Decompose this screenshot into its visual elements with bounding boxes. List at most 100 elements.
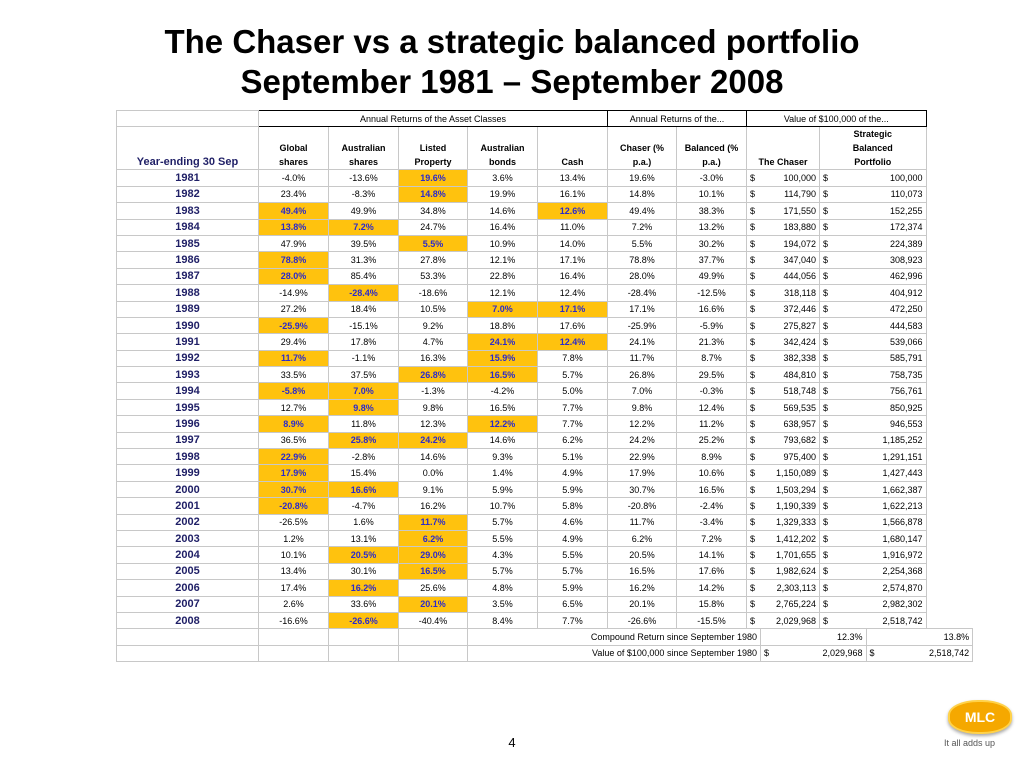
currency-cell: $ [819,284,867,302]
currency-cell: $ [819,366,867,384]
return-cell-chaser: 14.8% [607,185,677,204]
return-cell-chaser: 19.6% [607,169,677,187]
header-line: Australian [341,143,386,154]
compound-return-label: Compound Return since September 1980 [467,628,761,646]
return-cell-bonds: 12.2% [467,415,538,433]
return-cell-chaser: 49.4% [607,202,677,220]
header-line: Property [414,157,452,168]
return-cell-cash: 14.0% [537,234,608,253]
return-cell-prop: 24.2% [398,431,468,450]
return-cell-global: 29.4% [258,333,329,351]
value-cell-chaser: 1,150,089 [760,464,820,482]
return-cell-chaser: 5.5% [607,234,677,253]
return-cell-prop: 14.8% [398,185,468,204]
return-cell-global: 47.9% [258,234,329,253]
return-cell-bonds: 16.4% [467,218,538,236]
currency-cell: $ [819,398,867,417]
table-row: 1993 33.5% 37.5% 26.8% 16.5% 5.7% 26.8% 29.5% $4… [116,366,973,384]
currency-cell: $ [819,202,867,220]
return-cell-global: 49.4% [258,202,329,220]
return-cell-chaser: -26.6% [607,611,677,630]
currency-cell: $ [746,497,761,515]
return-cell-bonds: 9.3% [467,448,538,466]
group-header-row: Annual Returns of the Asset Classes Annua… [116,109,973,128]
page-number: 4 [508,735,516,750]
return-cell-cash: 5.1% [537,448,608,466]
return-cell-cash: 12.4% [537,284,608,302]
currency-cell: $ [819,595,867,613]
return-cell-chaser: 6.2% [607,529,677,548]
return-cell-aus: 30.1% [328,562,399,581]
return-cell-bonds: 3.5% [467,595,538,613]
value-cell-chaser: 171,550 [760,202,820,220]
return-cell-aus: 1.6% [328,513,399,531]
return-cell-aus: 16.6% [328,480,399,499]
currency-cell: $ [746,546,761,564]
return-cell-bonds: 14.6% [467,431,538,450]
return-cell-prop: 25.6% [398,579,468,597]
value-cell-chaser: 638,957 [760,415,820,433]
return-cell-bonds: 5.7% [467,513,538,531]
return-cell-balanced: 30.2% [676,234,747,253]
return-cell-global: 33.5% [258,366,329,384]
return-cell-aus: 15.4% [328,464,399,482]
currency-cell: $ [746,579,761,597]
return-cell-aus: 33.6% [328,595,399,613]
return-cell-chaser: 24.2% [607,431,677,450]
value-cell-balanced: 2,518,742 [866,611,927,630]
value-cell-balanced: 1,185,252 [866,431,927,450]
return-cell-bonds: 16.5% [467,366,538,384]
currency-cell: $ [819,415,867,433]
return-cell-global: 78.8% [258,251,329,269]
table-row: 2003 1.2% 13.1% 6.2% 5.5% 4.9% 6.2% 7.2% $1,412,… [116,529,973,548]
logo-tagline: It all adds up [944,738,996,748]
currency-cell: $ [746,611,761,630]
logo-brand: MLC [964,709,996,725]
currency-cell: $ [746,284,761,302]
return-cell-global: 23.4% [258,185,329,204]
return-cell-global: -14.9% [258,284,329,302]
value-cell-chaser: 100,000 [760,169,820,187]
return-cell-cash: 4.6% [537,513,608,531]
table-row: 1982 23.4% -8.3% 14.8% 19.9% 16.1% 14.8% 10.1% $… [116,185,973,204]
return-cell-prop: 9.1% [398,480,468,499]
currency-cell: $ [746,316,761,335]
value-cell-balanced: 756,761 [866,382,927,400]
table-row: 1991 29.4% 17.8% 4.7% 24.1% 12.4% 24.1% 21.3% $3… [116,333,973,351]
header-line: Australian [480,143,525,154]
return-cell-cash: 5.9% [537,480,608,499]
return-cell-prop: 19.6% [398,169,468,187]
return-cell-balanced: 49.9% [676,267,747,286]
return-cell-bonds: 5.5% [467,529,538,548]
return-cell-global: 36.5% [258,431,329,450]
return-cell-bonds: 14.6% [467,202,538,220]
return-cell-aus: 20.5% [328,546,399,564]
currency-cell: $ [746,349,761,368]
value-cell-chaser: 975,400 [760,448,820,466]
table-row: 1989 27.2% 18.4% 10.5% 7.0% 17.1% 17.1% 16.6% $3… [116,300,973,318]
value-cell-balanced: 585,791 [866,349,927,368]
return-cell-cash: 5.7% [537,562,608,581]
return-cell-cash: 7.7% [537,415,608,433]
column-header-row: Year-ending 30 Sep Global shares Australian… [116,126,973,171]
return-cell-aus: 37.5% [328,366,399,384]
return-cell-cash: 4.9% [537,464,608,482]
value-cell-balanced: 404,912 [866,284,927,302]
return-cell-cash: 6.5% [537,595,608,613]
return-cell-cash: 5.0% [537,382,608,400]
value-cell-balanced: 2,574,870 [866,579,927,597]
year-cell: 1983 [116,202,259,220]
header-line: p.a.) [632,157,652,168]
return-cell-chaser: 20.5% [607,546,677,564]
table-row: 2005 13.4% 30.1% 16.5% 5.7% 5.7% 16.5% 17.6% $1,… [116,562,973,581]
currency-cell: $ [865,644,927,663]
return-cell-prop: -18.6% [398,284,468,302]
currency-cell: $ [746,218,761,236]
return-cell-balanced: 25.2% [676,431,747,450]
return-cell-chaser: 16.2% [607,579,677,597]
return-cell-prop: 12.3% [398,415,468,433]
return-cell-cash: 12.6% [537,202,608,220]
return-cell-balanced: 8.9% [676,448,747,466]
return-cell-balanced: -15.5% [676,611,747,630]
return-cell-chaser: 28.0% [607,267,677,286]
